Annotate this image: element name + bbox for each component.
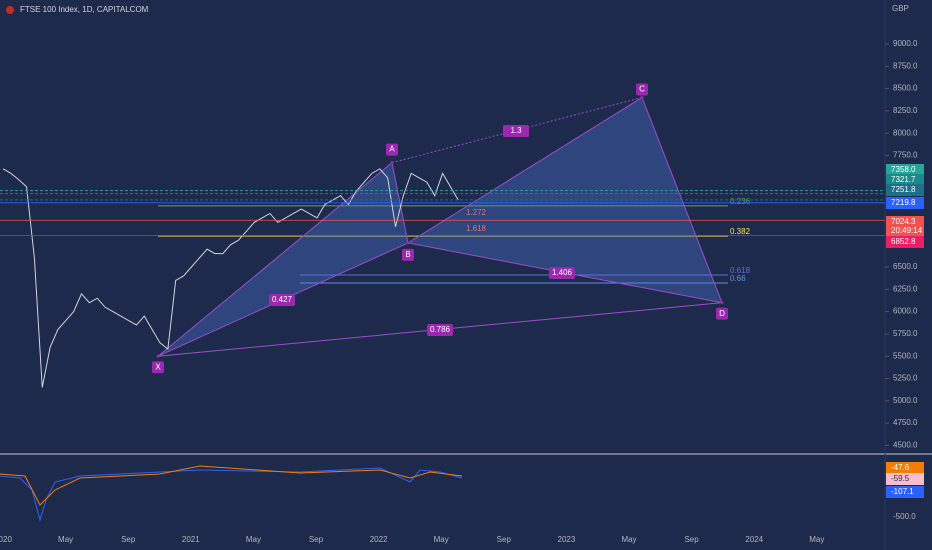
price-badge <box>886 164 924 176</box>
y-tick-label: 8500.0 <box>893 84 918 93</box>
point-label: C <box>639 85 645 94</box>
pattern-point <box>156 354 160 358</box>
x-tick-label: May <box>246 535 261 544</box>
ratio-badge <box>503 125 529 137</box>
price-badge-label: 7251.8 <box>891 185 916 194</box>
x-tick-label: May <box>58 535 73 544</box>
point-badge <box>402 248 414 261</box>
indicator-badge-label: -107.1 <box>891 487 914 496</box>
y-tick-label: 5250.0 <box>893 374 918 383</box>
y-tick-label: 5750.0 <box>893 329 918 338</box>
x-tick-label: 2024 <box>745 535 763 544</box>
y-tick-label: 4500.0 <box>893 441 918 450</box>
macd-line <box>0 467 463 522</box>
y-tick-label: 8750.0 <box>893 61 918 70</box>
ratio-label: 1.3 <box>510 126 522 135</box>
ratio-label: 1.406 <box>552 268 573 277</box>
y-tick-label: 6250.0 <box>893 284 918 293</box>
y-tick-label: 7750.0 <box>893 151 918 160</box>
x-tick-label: 2023 <box>558 535 576 544</box>
ratio-badge <box>427 324 453 336</box>
currency-label: GBP <box>892 4 909 13</box>
fib-label: 0.382 <box>730 227 751 236</box>
point-badge <box>386 143 398 156</box>
x-tick-label: May <box>809 535 824 544</box>
price-badge-label: 6852.8 <box>891 237 916 246</box>
x-tick-label: Sep <box>121 535 136 544</box>
fib-label: 0.618 <box>730 266 751 275</box>
x-tick-label: 2021 <box>182 535 200 544</box>
ratio-label: 0.786 <box>430 325 451 334</box>
indicator-badge-label: -59.5 <box>891 474 910 483</box>
price-badge <box>886 197 924 209</box>
point-badge <box>152 361 164 374</box>
pattern-point <box>720 301 724 305</box>
x-tick-label: Sep <box>684 535 699 544</box>
ratio-badge <box>269 294 295 306</box>
y-tick-label: 6500.0 <box>893 262 918 271</box>
fib-label: 0.236 <box>730 197 751 206</box>
signal-line <box>0 465 463 506</box>
y-tick-label: 4750.0 <box>893 418 918 427</box>
y-tick-label: 6000.0 <box>893 307 918 316</box>
x-tick-label: 2020 <box>0 535 12 544</box>
indicator-badge <box>886 473 924 485</box>
point-label: A <box>389 145 395 154</box>
price-line <box>2 168 459 388</box>
indicator-badge <box>886 462 924 474</box>
price-badge-label: 7219.8 <box>891 198 916 207</box>
fib-label: 0.66 <box>730 274 746 283</box>
price-badge <box>886 174 924 186</box>
point-badge <box>716 307 728 320</box>
x-tick-label: Sep <box>309 535 324 544</box>
point-label: B <box>405 250 410 259</box>
price-badge-label: 7358.0 <box>891 165 916 174</box>
ratio-label: 0.427 <box>272 295 293 304</box>
y-tick-label: 9000.0 <box>893 39 918 48</box>
y-tick-label: 5500.0 <box>893 351 918 360</box>
countdown: 20:49:14 <box>891 226 923 235</box>
price-badge-label: 7321.7 <box>891 175 916 184</box>
y-tick-label: 5000.0 <box>893 396 918 405</box>
pattern-point <box>406 241 410 245</box>
x-tick-label: Sep <box>497 535 512 544</box>
point-label: D <box>719 309 725 318</box>
symbol-title: FTSE 100 Index, 1D, CAPITALCOM <box>20 5 149 14</box>
symbol-icon <box>6 6 14 14</box>
x-tick-label: 2022 <box>370 535 388 544</box>
y-tick-label: 8250.0 <box>893 106 918 115</box>
x-tick-label: May <box>434 535 449 544</box>
point-badge <box>636 83 648 96</box>
point-label: X <box>155 362 161 371</box>
ratio-badge <box>549 267 575 279</box>
price-badge-label: 7024.3 <box>891 217 916 226</box>
y-tick-label: 8000.0 <box>893 128 918 137</box>
indicator-badge-label: -47.6 <box>891 463 910 472</box>
indicator-badge <box>886 486 924 498</box>
price-badge <box>886 184 924 196</box>
pattern-point <box>390 161 394 165</box>
ratio-label: 1.618 <box>466 224 487 233</box>
price-badge <box>886 216 924 236</box>
pattern-point <box>640 96 644 100</box>
price-badge <box>886 236 924 248</box>
indicator-tick-label: -500.0 <box>893 512 916 521</box>
x-tick-label: May <box>621 535 636 544</box>
ratio-label: 1.272 <box>466 208 487 217</box>
